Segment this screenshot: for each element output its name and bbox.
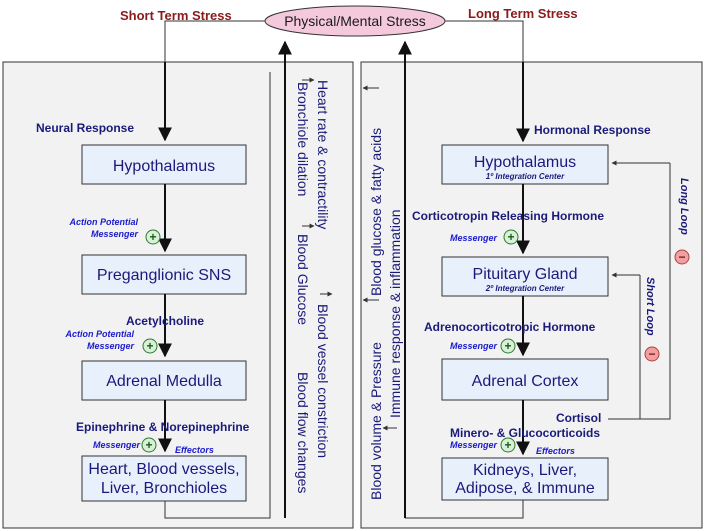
pituitary-box	[441, 256, 609, 297]
adrenal-medulla-label: Adrenal Medulla	[106, 373, 222, 390]
plus-sign-3-text: +	[145, 438, 152, 452]
short-term-stress-label: Short Term Stress	[120, 8, 232, 23]
short-term-connector	[164, 20, 265, 62]
plus-sign-2	[142, 338, 158, 354]
effectors-label-right: Effectors	[536, 446, 575, 456]
effectors-box-right	[441, 457, 609, 501]
cortisol-label: Cortisol	[556, 411, 601, 425]
effect-blood-vessel: Blood vessel constriction	[315, 304, 331, 458]
msg2-line1: Action Potential	[64, 329, 134, 339]
effect-glucose-fatty: Blood glucose & fatty acids	[368, 128, 384, 296]
hypothalamus-label-left: Hypothalamus	[113, 158, 215, 175]
effectors-left-line1: Heart, Blood vessels,	[88, 461, 239, 478]
hypothalamus-label-right: Hypothalamus	[474, 154, 576, 171]
corticoids-label: Minero- & Glucocorticoids	[450, 426, 600, 440]
msg3-label: Messenger	[93, 440, 141, 450]
long-term-connector	[445, 20, 524, 62]
effect-immune: Immune response & inflammation	[387, 209, 403, 418]
neural-response-header: Neural Response	[36, 121, 134, 135]
long-loop-label: Long Loop	[678, 178, 690, 235]
plus-sign-3	[141, 437, 157, 453]
adrenal-medulla-box	[81, 360, 247, 401]
effectors-right-line1: Kidneys, Liver,	[473, 462, 577, 479]
plus-sign-1	[145, 229, 161, 245]
plus-sign-r3	[500, 437, 516, 453]
effect-blood-flow: Blood flow changes	[295, 372, 311, 493]
secondary-integration-center: 2º Integration Center	[485, 284, 565, 293]
short-loop-label: Short Loop	[644, 277, 656, 336]
effect-blood-glucose: Blood Glucose	[295, 234, 311, 325]
minus-sign-short	[644, 346, 660, 362]
plus-sign-2-text: +	[146, 339, 153, 353]
msg1-line1: Action Potential	[68, 217, 138, 227]
pituitary-label: Pituitary Gland	[473, 266, 578, 283]
crh-label: Corticotropin Releasing Hormone	[412, 209, 604, 223]
plus-sign-1-text: +	[149, 230, 156, 244]
effectors-box-left	[81, 455, 247, 502]
minus-sign-long-text: −	[678, 250, 685, 264]
hormonal-response-header: Hormonal Response	[534, 123, 651, 137]
plus-sign-r3-text: +	[504, 438, 511, 452]
preganglionic-box	[81, 254, 247, 295]
hormonal-return-line	[405, 500, 524, 519]
neural-panel	[2, 61, 354, 529]
hypothalamus-box-left	[81, 144, 247, 185]
messenger-label-r1: Messenger	[450, 233, 498, 243]
preganglionic-label: Preganglionic SNS	[97, 267, 231, 284]
plus-sign-r1	[503, 229, 519, 245]
messenger-label-r3: Messenger	[450, 440, 498, 450]
effect-bronchiole: Bronchiole dilation	[295, 82, 311, 196]
long-term-stress-label: Long Term Stress	[468, 6, 578, 21]
adrenal-cortex-box	[441, 358, 609, 401]
messenger-label-r2: Messenger	[450, 341, 498, 351]
acetylcholine-label: Acetylcholine	[126, 314, 204, 328]
epinephrine-label: Epinephrine & Norepinephrine	[76, 420, 250, 434]
stress-title: Physical/Mental Stress	[284, 13, 426, 29]
plus-sign-r2-text: +	[504, 339, 511, 353]
minus-sign-long	[674, 249, 690, 265]
neural-return-line	[164, 72, 271, 519]
hypothalamus-box-right	[441, 144, 609, 185]
primary-integration-center: 1º Integration Center	[486, 172, 565, 181]
effect-blood-volume: Blood volume & Pressure	[368, 342, 384, 500]
adrenal-cortex-label: Adrenal Cortex	[472, 373, 579, 390]
msg2-line2: Messenger	[87, 341, 135, 351]
long-loop-line	[608, 163, 671, 420]
acth-label: Adrenocorticotropic Hormone	[424, 320, 596, 334]
minus-sign-short-text: −	[648, 347, 655, 361]
msg1-line2: Messenger	[91, 229, 139, 239]
plus-sign-r2	[500, 338, 516, 354]
plus-sign-r1-text: +	[507, 230, 514, 244]
effectors-left-line2: Liver, Bronchioles	[101, 480, 227, 497]
effectors-right-line2: Adipose, & Immune	[455, 480, 595, 497]
effect-heart-rate: Heart rate & contractility	[315, 80, 331, 229]
effectors-label-left: Effectors	[175, 445, 214, 455]
